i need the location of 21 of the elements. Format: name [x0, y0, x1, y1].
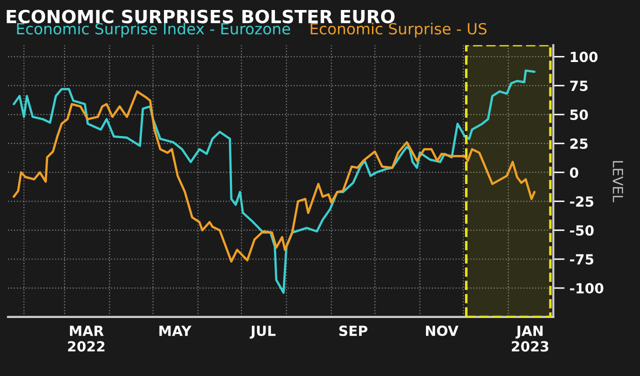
x-tick-label: JUL	[250, 326, 276, 339]
y-tick-label: -75	[570, 254, 594, 265]
line-series	[12, 90, 536, 263]
x-tick-label: MAR 2022	[68, 326, 104, 352]
x-tick-label: SEP	[339, 326, 368, 336]
y-tick-label: -100	[570, 283, 604, 294]
y-tick-label: -50	[570, 225, 594, 236]
y-axis-title: LEVEL	[612, 161, 624, 202]
y-tick-label: 0	[570, 167, 578, 178]
text: Economic Surprise - US	[310, 22, 487, 38]
y-tick-label: -25	[570, 196, 594, 207]
line-series	[12, 69, 536, 294]
x-tick-label: NOV	[426, 326, 458, 336]
x-tick-label: JAN 2023	[512, 326, 548, 352]
y-tick-label: 25	[570, 138, 588, 149]
y-tick-label: 100	[570, 52, 598, 62]
text: Economic Surprise Index - Eurozone	[17, 22, 290, 38]
y-tick-label: 50	[570, 109, 588, 120]
x-tick-label: MAY	[159, 326, 192, 336]
y-tick-label: 75	[570, 80, 588, 92]
chart-title: ECONOMIC SURPRISES BOLSTER EURO	[6, 10, 395, 24]
